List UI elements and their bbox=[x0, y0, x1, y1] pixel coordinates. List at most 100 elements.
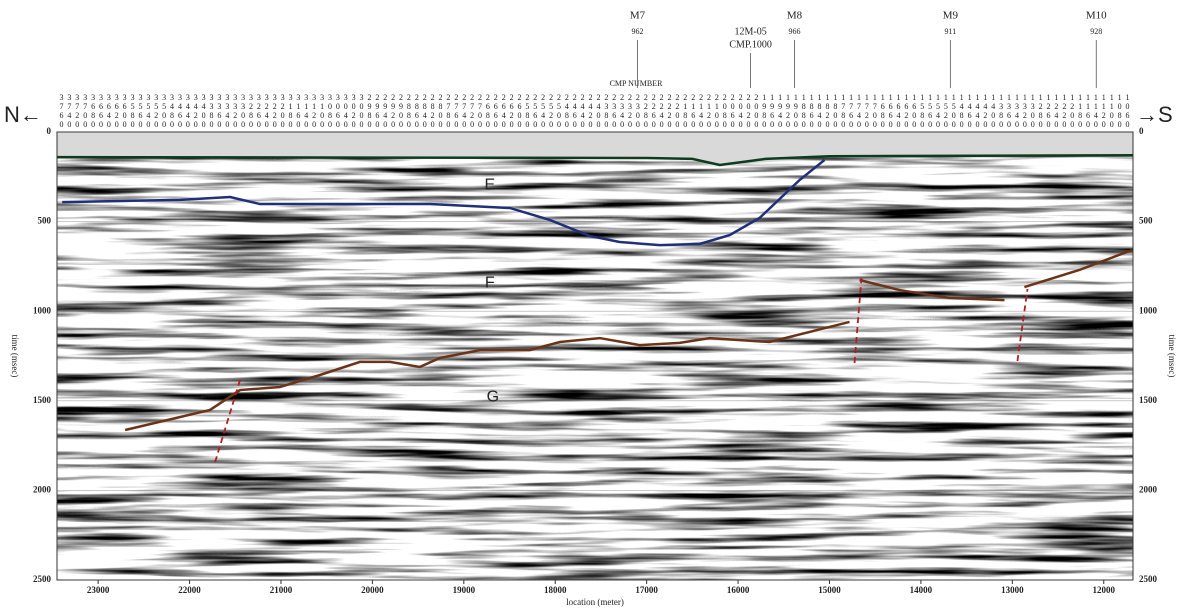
cmp-number: 2300 bbox=[633, 93, 643, 129]
cmp-number: 1360 bbox=[1004, 93, 1014, 129]
cmp-number: 1100 bbox=[1107, 93, 1117, 129]
horizon-label: E bbox=[484, 176, 495, 193]
cmp-number: 2040 bbox=[736, 93, 746, 129]
cmp-number: 3340 bbox=[222, 93, 232, 129]
cmp-number: 3120 bbox=[309, 93, 319, 129]
cmp-number: 1760 bbox=[846, 93, 856, 129]
cmp-number: 1680 bbox=[878, 93, 888, 129]
cmp-number: 1420 bbox=[980, 93, 990, 129]
cmp-number: 1520 bbox=[941, 93, 951, 129]
cmp-number: 1620 bbox=[901, 93, 911, 129]
x-tick-label: 20000 bbox=[361, 585, 384, 595]
cmp-number: 2500 bbox=[554, 93, 564, 129]
cmp-number: 2420 bbox=[586, 93, 596, 129]
cmp-number: 2560 bbox=[530, 93, 540, 129]
y-tick-label-right: 500 bbox=[1139, 216, 1153, 226]
cmp-number: 2180 bbox=[680, 93, 690, 129]
cmp-number: 2480 bbox=[562, 93, 572, 129]
x-tick-label: 15000 bbox=[818, 585, 841, 595]
cmp-number: 1220 bbox=[1059, 93, 1069, 129]
cmp-number: 2000 bbox=[751, 93, 761, 129]
cmp-number: 1140 bbox=[1091, 93, 1101, 129]
cmp-number: 3720 bbox=[72, 93, 82, 129]
cmp-number: 3500 bbox=[159, 93, 169, 129]
cmp-number: 3140 bbox=[301, 93, 311, 129]
x-axis-title: location (meter) bbox=[566, 597, 624, 607]
cmp-number: 2660 bbox=[491, 93, 501, 129]
cmp-number: 1840 bbox=[815, 93, 825, 129]
horizon bbox=[57, 154, 1133, 167]
marker-name: M8 bbox=[787, 10, 803, 22]
horizon bbox=[62, 158, 826, 247]
x-tick-label: 16000 bbox=[727, 585, 750, 595]
cmp-number: 2820 bbox=[428, 93, 438, 129]
cmp-number: 3000 bbox=[357, 93, 367, 129]
cmp-number: 2320 bbox=[625, 93, 635, 129]
cmp-number: 1380 bbox=[996, 93, 1006, 129]
cmp-number: 3100 bbox=[317, 93, 327, 129]
y-tick-label: 1500 bbox=[33, 395, 52, 405]
cmp-title: CMP NUMBER bbox=[610, 79, 663, 88]
cmp-number: 3280 bbox=[246, 93, 256, 129]
y-tick-label-right: 2500 bbox=[1139, 574, 1158, 584]
cmp-number: 2340 bbox=[617, 93, 627, 129]
cmp-number: 3480 bbox=[167, 93, 177, 129]
cmp-number: 1060 bbox=[1123, 93, 1132, 129]
cmp-number: 1400 bbox=[988, 93, 998, 129]
cmp-number: 3600 bbox=[120, 93, 130, 129]
cmp-number: 3540 bbox=[143, 93, 153, 129]
cmp-number: 2960 bbox=[372, 93, 382, 129]
y-tick-label: 2500 bbox=[33, 574, 52, 584]
cmp-number: 3020 bbox=[349, 93, 359, 129]
y-tick-label: 500 bbox=[38, 216, 52, 226]
cmp-number: 1560 bbox=[925, 93, 935, 129]
cmp-number: 3640 bbox=[104, 93, 114, 129]
cmp-number: 1600 bbox=[909, 93, 919, 129]
cmp-number: 2620 bbox=[507, 93, 517, 129]
cmp-number: 3460 bbox=[175, 93, 185, 129]
cmp-number: 2120 bbox=[704, 93, 714, 129]
cmp-number: 1480 bbox=[957, 93, 967, 129]
marker-name: M10 bbox=[1086, 10, 1107, 22]
crossing-name: 12M-05 bbox=[734, 26, 766, 37]
cmp-number: 2200 bbox=[672, 93, 682, 129]
cmp-number: 1300 bbox=[1028, 93, 1038, 129]
cmp-number: 2880 bbox=[404, 93, 414, 129]
cmp-number: 3420 bbox=[191, 93, 201, 129]
cmp-number: 2920 bbox=[388, 93, 398, 129]
marker-name: M9 bbox=[943, 10, 959, 22]
cmp-number: 2980 bbox=[364, 93, 374, 129]
y-tick-label-right: 1500 bbox=[1139, 395, 1158, 405]
marker-value: 966 bbox=[788, 27, 800, 36]
cmp-number: 1980 bbox=[759, 93, 769, 129]
cmp-number: 3400 bbox=[199, 93, 209, 129]
cmp-number: 2900 bbox=[396, 93, 406, 129]
cmp-number: 3440 bbox=[183, 93, 193, 129]
cmp-number: 3700 bbox=[80, 93, 90, 129]
cmp-number: 1900 bbox=[791, 93, 801, 129]
x-tick-label: 12000 bbox=[1092, 585, 1115, 595]
cmp-number: 1200 bbox=[1067, 93, 1077, 129]
marker-value: 911 bbox=[944, 27, 956, 36]
seismic-texture bbox=[57, 132, 1133, 580]
y-tick-label: 1000 bbox=[33, 305, 52, 315]
cmp-number: 2240 bbox=[657, 93, 667, 129]
cmp-number: 1540 bbox=[933, 93, 943, 129]
cmp-number: 2860 bbox=[412, 93, 422, 129]
cmp-number: 1700 bbox=[870, 93, 880, 129]
x-tick-label: 19000 bbox=[453, 585, 476, 595]
cmp-number: 1120 bbox=[1099, 93, 1109, 129]
cmp-number: 3040 bbox=[341, 93, 351, 129]
horizon-label: G bbox=[487, 388, 499, 405]
cmp-number: 1920 bbox=[783, 93, 793, 129]
cmp-number: 1640 bbox=[894, 93, 903, 129]
y-tick-label-right: 2000 bbox=[1139, 484, 1158, 494]
cmp-number: 2220 bbox=[665, 93, 674, 129]
cmp-number: 1460 bbox=[965, 93, 975, 129]
cmp-number: 2280 bbox=[641, 93, 651, 129]
cmp-number: 3220 bbox=[270, 93, 280, 129]
cmp-number: 1180 bbox=[1075, 93, 1085, 129]
cmp-number: 3660 bbox=[96, 93, 106, 129]
cmp-number: 1800 bbox=[830, 93, 840, 129]
